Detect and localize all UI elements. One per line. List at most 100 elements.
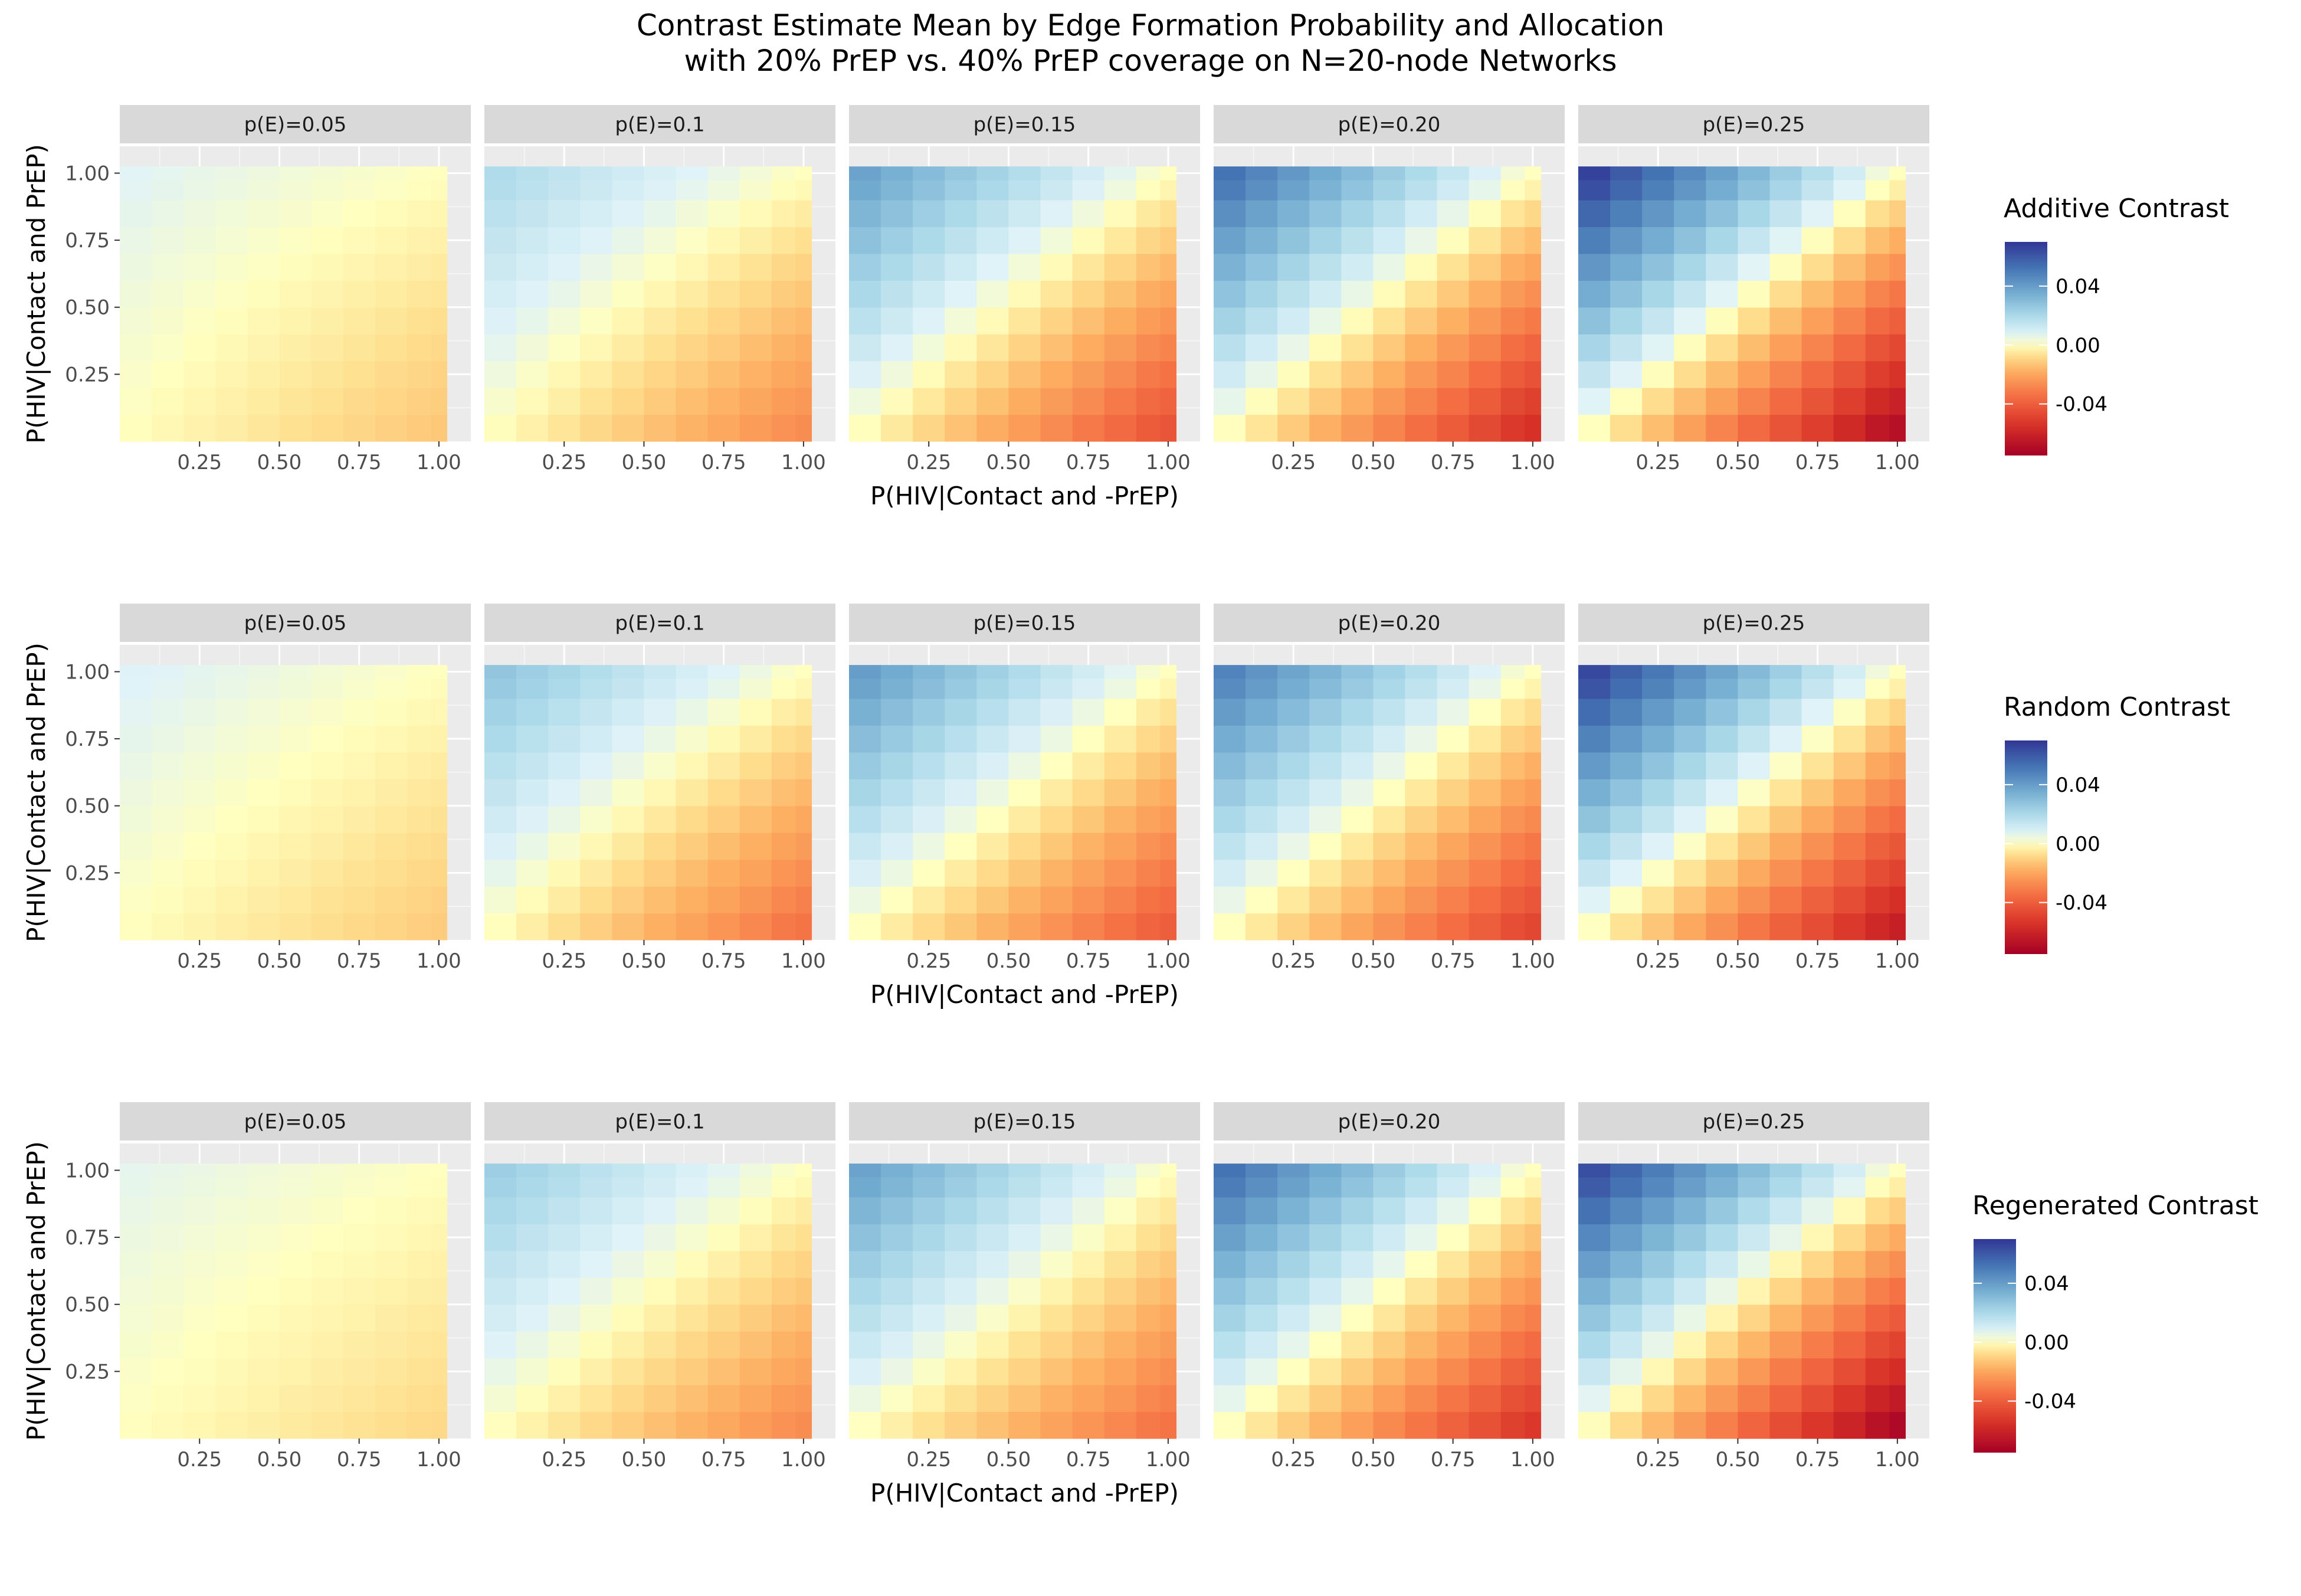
heatmap-cell xyxy=(1865,199,1890,227)
heatmap-cell xyxy=(120,886,152,914)
heatmap-cell xyxy=(1578,752,1611,779)
heatmap-cell xyxy=(1578,678,1611,699)
heatmap-cell xyxy=(945,1176,977,1198)
heatmap-cell xyxy=(516,1197,549,1224)
x-tick-label: 0.75 xyxy=(702,451,746,474)
heatmap-cell xyxy=(1160,678,1177,699)
heatmap-cell xyxy=(644,698,677,726)
heatmap-cell xyxy=(215,414,248,442)
heatmap-cell xyxy=(1578,913,1611,940)
heatmap-cell xyxy=(1801,1304,1834,1332)
heatmap-cell xyxy=(1738,166,1771,181)
heatmap-cell xyxy=(1865,698,1890,726)
heatmap-cell xyxy=(771,414,796,442)
heatmap-cell xyxy=(548,886,581,914)
heatmap-cell xyxy=(580,779,612,807)
heatmap-cell xyxy=(644,1304,677,1332)
heatmap-cell xyxy=(1525,698,1542,726)
heatmap-cell xyxy=(484,1385,517,1413)
facet-panel: p(E)=0.10.25 0.50 0.75 1.00 xyxy=(484,105,835,474)
heatmap-cell xyxy=(1040,859,1073,887)
heatmap-cell xyxy=(120,678,152,699)
heatmap-cell xyxy=(1865,1277,1890,1305)
heatmap-cell xyxy=(516,725,549,753)
heatmap-cell xyxy=(215,166,248,181)
heatmap-cell xyxy=(1309,199,1342,227)
heatmap-cell xyxy=(1642,833,1674,860)
heatmap-cell xyxy=(707,725,740,753)
heatmap-cell xyxy=(1578,1331,1611,1359)
heatmap-cell xyxy=(1277,752,1310,779)
heatmap-cell xyxy=(516,1358,549,1385)
heatmap-cell xyxy=(1801,166,1834,181)
heatmap-cell xyxy=(1642,179,1674,201)
heatmap-cell xyxy=(375,199,408,227)
y-tick-label: 0.50 xyxy=(65,795,110,818)
heatmap-cell xyxy=(516,833,549,860)
heatmap-cell xyxy=(676,1358,709,1385)
heatmap-cell xyxy=(1469,1385,1502,1413)
heatmap-cell xyxy=(279,698,312,726)
heatmap-cell xyxy=(247,307,280,335)
heatmap-cell xyxy=(1072,1304,1105,1332)
x-tick-label: 1.00 xyxy=(1146,1448,1191,1472)
legend-tick-label: 0.04 xyxy=(2056,774,2100,797)
heatmap-cell xyxy=(1674,1176,1706,1198)
heatmap-cell xyxy=(431,1277,448,1305)
heatmap-cell xyxy=(1578,1358,1611,1385)
heatmap-cell xyxy=(407,698,431,726)
heatmap-cell xyxy=(1160,752,1177,779)
heatmap-cell xyxy=(795,1304,812,1332)
heatmap-cell xyxy=(1500,665,1525,679)
heatmap-cell xyxy=(375,1197,408,1224)
heatmap-cell xyxy=(976,1164,1009,1178)
heatmap-cell xyxy=(1437,1331,1470,1359)
heatmap-cell xyxy=(881,1385,913,1413)
heatmap-cell xyxy=(311,307,344,335)
heatmap-cell xyxy=(1674,678,1706,699)
heatmap-cell xyxy=(343,1331,376,1359)
heatmap-cell xyxy=(215,752,248,779)
heatmap-cell xyxy=(1160,1304,1177,1332)
heatmap-cell xyxy=(739,665,772,679)
heatmap-cell xyxy=(1214,752,1246,779)
heatmap-cell xyxy=(516,1164,549,1178)
heatmap-cell xyxy=(1341,414,1374,442)
heatmap-cell xyxy=(375,334,408,362)
heatmap-cell xyxy=(795,725,812,753)
heatmap-cell xyxy=(183,227,216,254)
heatmap-cell xyxy=(849,665,881,679)
heatmap-cell xyxy=(1072,1331,1105,1359)
heatmap-cell xyxy=(1160,1176,1177,1198)
x-tick-label: 0.75 xyxy=(1066,949,1111,973)
heatmap-cell xyxy=(431,334,448,362)
heatmap-cell xyxy=(1674,779,1706,807)
heatmap-cell xyxy=(1610,1331,1643,1359)
heatmap-cell xyxy=(1341,665,1374,679)
heatmap-cell xyxy=(247,665,280,679)
heatmap-cell xyxy=(548,665,581,679)
heatmap-cell xyxy=(1801,179,1834,201)
heatmap-cell xyxy=(431,1164,448,1178)
heatmap-cell xyxy=(676,361,709,388)
heatmap-cell xyxy=(1610,280,1643,308)
heatmap-cell xyxy=(1277,166,1310,181)
heatmap-cell xyxy=(1341,913,1374,940)
heatmap-cell xyxy=(849,913,881,940)
heatmap-cell xyxy=(1040,227,1073,254)
heatmap-cell xyxy=(1405,199,1438,227)
heatmap-cell xyxy=(945,227,977,254)
heatmap-cell xyxy=(247,361,280,388)
heatmap-cell xyxy=(431,361,448,388)
heatmap-cell xyxy=(247,833,280,860)
heatmap-cell xyxy=(516,859,549,887)
heatmap-cell xyxy=(1245,886,1278,914)
heatmap-cell xyxy=(1136,1331,1161,1359)
heatmap-cell xyxy=(644,725,677,753)
heatmap-cell xyxy=(1214,1411,1246,1439)
heatmap-cell xyxy=(580,280,612,308)
heatmap-cell xyxy=(516,1385,549,1413)
heatmap-cell xyxy=(1578,725,1611,753)
heatmap-cell xyxy=(1104,166,1137,181)
heatmap-cell xyxy=(1437,179,1470,201)
